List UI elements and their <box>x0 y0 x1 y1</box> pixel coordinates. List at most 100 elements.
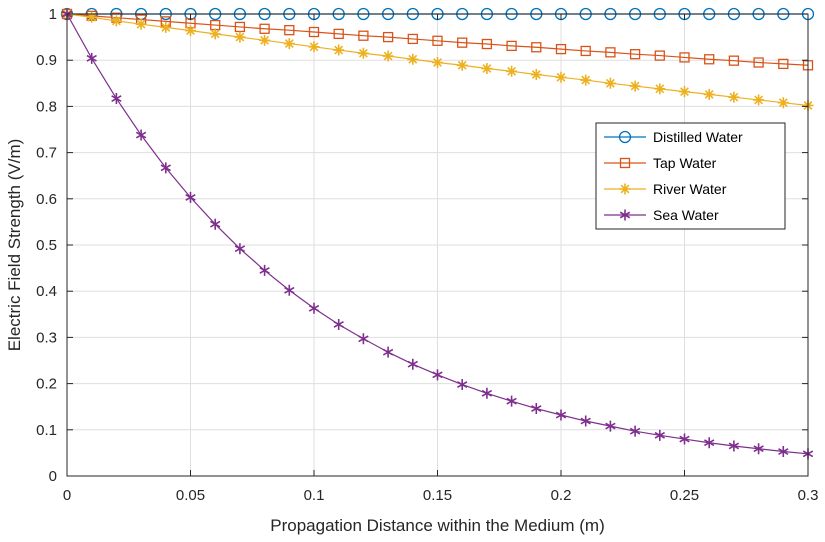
asterisk-marker <box>778 446 789 458</box>
y-tick-label: 0.5 <box>36 237 57 254</box>
asterisk-marker <box>185 191 196 203</box>
x-tick-label: 0.3 <box>798 487 819 504</box>
asterisk-marker <box>728 440 740 452</box>
square-marker <box>728 55 740 66</box>
asterisk-marker <box>284 284 295 296</box>
star-marker <box>209 28 221 40</box>
asterisk-marker <box>333 318 344 330</box>
square-marker <box>704 54 715 65</box>
square-marker <box>629 49 641 60</box>
asterisk-marker <box>210 218 221 230</box>
star-marker <box>777 97 789 109</box>
star-marker <box>555 71 567 83</box>
square-marker <box>753 57 764 68</box>
star-marker <box>481 63 493 75</box>
square-marker <box>506 40 517 52</box>
x-axis-label: Propagation Distance within the Medium (… <box>270 516 604 535</box>
asterisk-marker <box>704 437 715 449</box>
legend-entry-distilled-water: Distilled Water <box>604 129 743 145</box>
asterisk-marker <box>407 358 418 370</box>
star-marker <box>753 94 765 106</box>
y-tick-label: 0.4 <box>36 283 57 300</box>
square-marker <box>619 157 631 169</box>
legend-entry-tap-water: Tap Water <box>604 155 717 171</box>
legend-label: Tap Water <box>653 155 717 171</box>
star-marker <box>432 57 443 69</box>
y-tick-label: 0.1 <box>36 422 57 439</box>
star-marker <box>110 15 122 27</box>
square-marker <box>654 50 665 61</box>
asterisk-marker <box>654 429 665 441</box>
square-marker <box>333 28 344 40</box>
star-marker <box>234 31 246 43</box>
asterisk-marker <box>234 243 246 255</box>
series-sea-water <box>61 8 814 460</box>
square-marker <box>555 43 567 55</box>
star-marker <box>629 80 641 92</box>
star-marker <box>728 91 740 103</box>
y-tick-label: 0.3 <box>36 329 57 346</box>
x-tick-label: 0.25 <box>670 487 699 504</box>
square-marker <box>259 23 270 34</box>
y-tick-label: 1 <box>49 6 57 23</box>
star-marker <box>86 11 98 23</box>
square-marker <box>284 25 295 36</box>
square-marker <box>531 42 542 53</box>
y-tick-label: 0 <box>49 468 57 485</box>
x-tick-label: 0.05 <box>176 487 205 504</box>
star-marker <box>619 183 631 195</box>
square-marker <box>580 45 591 57</box>
asterisk-marker <box>580 415 591 427</box>
x-axis-ticks: 0 0.05 0.1 0.15 0.2 0.25 0.3 <box>63 14 819 504</box>
asterisk-marker <box>111 93 122 105</box>
square-marker <box>481 38 493 50</box>
asterisk-marker <box>481 387 493 399</box>
asterisk-marker <box>382 346 394 358</box>
star-marker <box>259 34 271 46</box>
square-marker <box>234 21 246 33</box>
star-marker <box>283 38 295 50</box>
asterisk-marker <box>86 52 97 64</box>
asterisk-marker <box>619 209 631 221</box>
x-tick-label: 0.2 <box>551 487 572 504</box>
star-marker <box>703 88 715 100</box>
asterisk-marker <box>432 369 443 381</box>
asterisk-marker <box>259 264 270 276</box>
star-marker <box>308 41 320 53</box>
y-tick-label: 0.6 <box>36 191 57 208</box>
y-axis-ticks: 0 0.1 0.2 0.3 0.4 0.5 0.6 0.7 0.8 0.9 1 <box>36 6 808 485</box>
star-marker <box>580 74 592 86</box>
star-marker <box>679 86 690 98</box>
square-marker <box>382 31 394 43</box>
asterisk-marker <box>506 395 517 407</box>
legend-label: Sea Water <box>653 207 719 223</box>
asterisk-marker <box>531 403 542 415</box>
star-marker <box>135 18 147 30</box>
series-line-tap-water <box>66 13 809 66</box>
square-marker <box>457 37 468 48</box>
asterisk-marker <box>308 302 320 314</box>
x-tick-label: 0.1 <box>304 487 325 504</box>
square-marker <box>778 58 789 70</box>
square-marker <box>358 30 369 41</box>
asterisk-marker <box>605 420 616 432</box>
legend-box <box>595 122 786 230</box>
asterisk-marker <box>457 379 468 391</box>
asterisk-marker <box>358 333 369 345</box>
asterisk-marker <box>160 162 171 174</box>
star-marker <box>185 25 196 37</box>
y-tick-label: 0.9 <box>36 52 57 69</box>
square-marker <box>308 26 320 38</box>
x-tick-label: 0 <box>63 487 71 504</box>
legend-label: River Water <box>653 181 727 197</box>
y-tick-label: 0.7 <box>36 145 57 162</box>
asterisk-marker <box>679 433 690 445</box>
star-marker <box>333 44 345 56</box>
star-marker <box>382 50 394 62</box>
series-river-water <box>61 8 814 111</box>
legend-entry-sea-water: Sea Water <box>604 207 719 223</box>
star-marker <box>407 53 419 65</box>
legend: Distilled Water Tap Water River Water Sea W… <box>595 122 786 230</box>
y-axis-label: Electric Field Strength (V/m) <box>5 139 24 352</box>
